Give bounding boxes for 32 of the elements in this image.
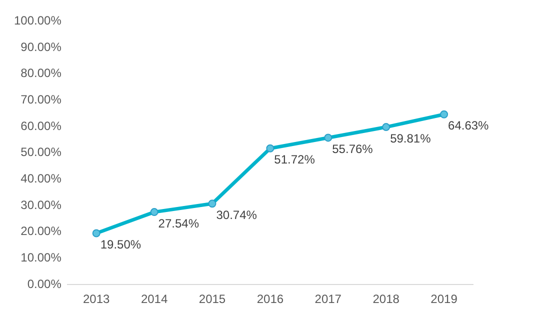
data-label: 19.50% <box>100 238 142 252</box>
y-tick-label: 10.00% <box>20 250 62 265</box>
x-tick-label: 2015 <box>198 292 226 306</box>
x-tick-label: 2013 <box>82 292 110 306</box>
point <box>266 144 274 152</box>
point <box>208 200 216 208</box>
point <box>382 123 390 132</box>
point <box>324 134 332 142</box>
data-label: 59.81% <box>390 131 432 146</box>
point <box>150 208 158 216</box>
data-label: 27.54% <box>158 216 200 230</box>
data-label: 30.74% <box>216 208 258 222</box>
data-label: 51.72% <box>274 152 316 167</box>
y-tick-label: 100.00% <box>14 14 62 28</box>
y-tick-label: 60.00% <box>20 118 62 133</box>
y-tick-label: 40.00% <box>20 172 62 186</box>
x-tick-label: 2017 <box>314 292 342 306</box>
y-tick-label: 80.00% <box>20 66 62 80</box>
data-label: 55.76% <box>332 142 374 156</box>
y-tick-label: 30.00% <box>20 198 62 212</box>
y-tick-label: 90.00% <box>20 40 62 54</box>
data-label: 64.63% <box>448 118 490 133</box>
y-tick-label: 20.00% <box>20 224 62 238</box>
x-tick-label: 2016 <box>256 292 284 306</box>
point <box>440 110 448 118</box>
x-tick-label: 2014 <box>140 292 168 306</box>
y-tick-label: 70.00% <box>20 92 62 107</box>
x-tick-label: 2018 <box>372 292 400 306</box>
point <box>92 229 100 238</box>
y-tick-label: 0.00% <box>27 276 62 291</box>
x-tick-label: 2019 <box>430 292 458 306</box>
y-tick-label: 50.00% <box>20 145 62 160</box>
